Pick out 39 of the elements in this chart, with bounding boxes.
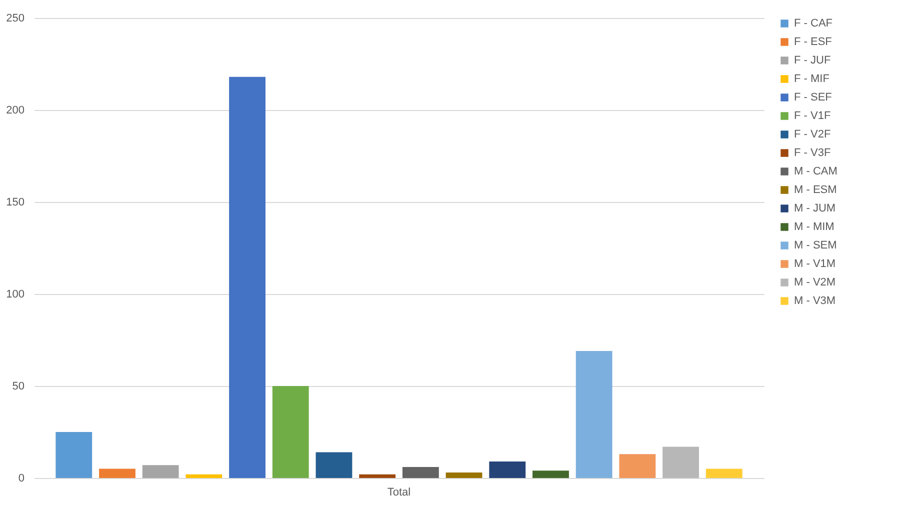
legend-label: M - V3M: [794, 295, 836, 307]
legend-label: M - V2M: [794, 276, 836, 288]
legend-label: M - MIM: [794, 221, 834, 233]
bar: [142, 465, 179, 478]
bar: [446, 472, 482, 478]
legend-label: M - V1M: [794, 258, 836, 270]
legend-label: F - MIF: [794, 73, 830, 85]
x-tick-label: Total: [387, 486, 411, 498]
bar: [229, 76, 266, 478]
y-tick-label: 250: [6, 12, 24, 24]
legend-label: F - V3F: [794, 147, 831, 159]
bar: [186, 474, 222, 478]
legend-label: F - ESF: [794, 36, 832, 48]
bar: [316, 452, 352, 478]
legend-label: F - V1F: [794, 110, 831, 122]
y-tick-label: 50: [12, 380, 24, 392]
bar: [619, 454, 656, 478]
y-tick-label: 100: [6, 288, 24, 300]
bar: [489, 461, 526, 478]
bar: [706, 468, 742, 478]
legend-label: F - CAF: [794, 18, 833, 30]
legend-label: M - CAM: [794, 166, 838, 178]
bar: [662, 446, 699, 478]
legend-label: F - JUF: [794, 54, 831, 66]
legend-label: F - SEF: [794, 92, 832, 104]
legend-label: M - SEM: [794, 240, 837, 252]
bar: [359, 474, 396, 478]
y-tick-label: 0: [18, 472, 24, 484]
bar: [576, 351, 612, 478]
bar: [402, 466, 439, 478]
legend-label: F - V2F: [794, 128, 831, 140]
bar: [272, 386, 309, 478]
y-tick-label: 150: [6, 196, 24, 208]
legend-label: M - ESM: [794, 184, 837, 196]
bar: [99, 468, 136, 478]
y-tick-label: 200: [6, 104, 24, 116]
bar: [56, 432, 92, 478]
legend-label: M - JUM: [794, 202, 836, 214]
bar: [532, 470, 569, 478]
